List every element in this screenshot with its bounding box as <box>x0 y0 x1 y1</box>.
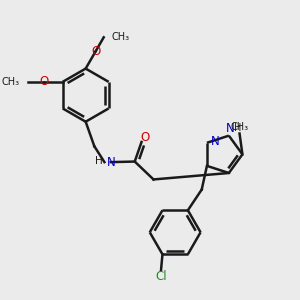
Text: O: O <box>39 75 49 88</box>
Text: CH₃: CH₃ <box>230 122 249 132</box>
Text: CH₃: CH₃ <box>2 77 20 87</box>
Text: H: H <box>234 123 241 134</box>
Text: N: N <box>107 156 116 169</box>
Text: H: H <box>95 156 103 166</box>
Text: O: O <box>141 131 150 144</box>
Text: O: O <box>91 45 101 58</box>
Text: N: N <box>211 135 219 148</box>
Text: Cl: Cl <box>155 270 167 283</box>
Text: N: N <box>226 122 235 135</box>
Text: CH₃: CH₃ <box>112 32 130 42</box>
